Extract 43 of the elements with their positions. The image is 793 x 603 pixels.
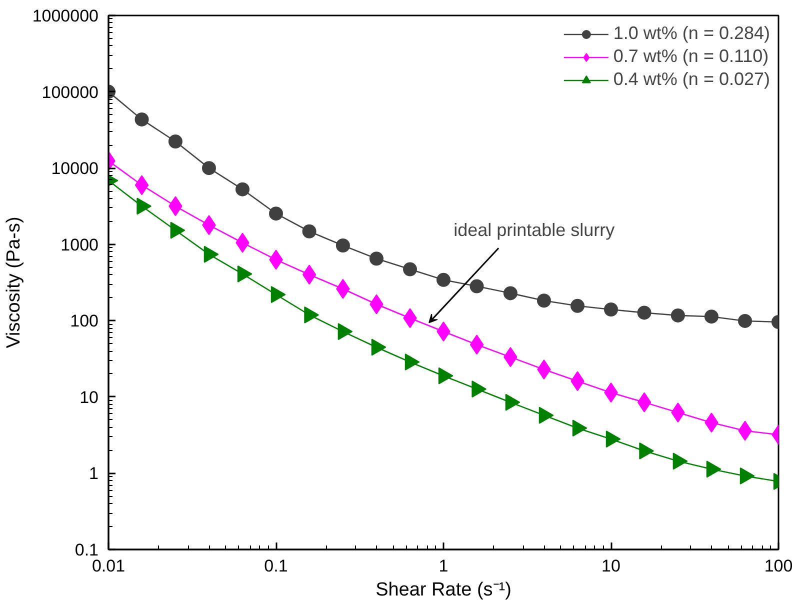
- point: [470, 279, 484, 294]
- point: [470, 334, 484, 355]
- y-tick-label: 10: [80, 388, 99, 407]
- point: [336, 238, 350, 252]
- y-tick-label: 0.1: [74, 540, 99, 560]
- point: [302, 224, 316, 238]
- point: [369, 252, 384, 266]
- legend-label: 0.7 wt% (n = 0.110): [613, 46, 769, 67]
- point: [134, 112, 149, 126]
- point: [134, 175, 149, 196]
- x-tick-label: 0.01: [92, 556, 126, 576]
- point: [738, 314, 752, 328]
- y-tick-label: 1: [89, 464, 99, 484]
- y-tick-label: 1000000: [32, 6, 99, 26]
- point: [236, 182, 250, 196]
- x-tick-label: 10: [602, 556, 620, 576]
- point: [503, 286, 518, 300]
- y-tick-label: 10000: [51, 159, 99, 178]
- point: [570, 298, 585, 313]
- point: [637, 306, 652, 320]
- legend-label: 1.0 wt% (n = 0.284): [613, 23, 770, 44]
- y-tick-label: 100: [70, 312, 99, 331]
- x-tick-label: 100: [764, 556, 793, 576]
- point: [604, 302, 618, 316]
- point: [671, 402, 685, 422]
- y-tick-label: 100000: [42, 82, 99, 102]
- annotation: ideal printable slurry: [454, 220, 615, 240]
- x-tick-label: 0.1: [264, 556, 288, 576]
- point: [269, 206, 283, 221]
- y-axis-title: Viscosity (Pa-s): [3, 216, 24, 348]
- point: [670, 308, 685, 322]
- legend-label: 0.4 wt% (n = 0.027): [613, 69, 770, 90]
- x-axis-title: Shear Rate (s⁻¹): [376, 580, 512, 600]
- point: [704, 310, 718, 324]
- point: [637, 392, 652, 412]
- point: [302, 264, 316, 285]
- point: [436, 272, 450, 287]
- y-tick-label: 1000: [60, 235, 99, 254]
- point: [202, 161, 216, 176]
- point: [403, 262, 418, 276]
- point: [536, 294, 551, 308]
- x-tick-label: 1: [438, 556, 448, 576]
- point: [168, 134, 182, 148]
